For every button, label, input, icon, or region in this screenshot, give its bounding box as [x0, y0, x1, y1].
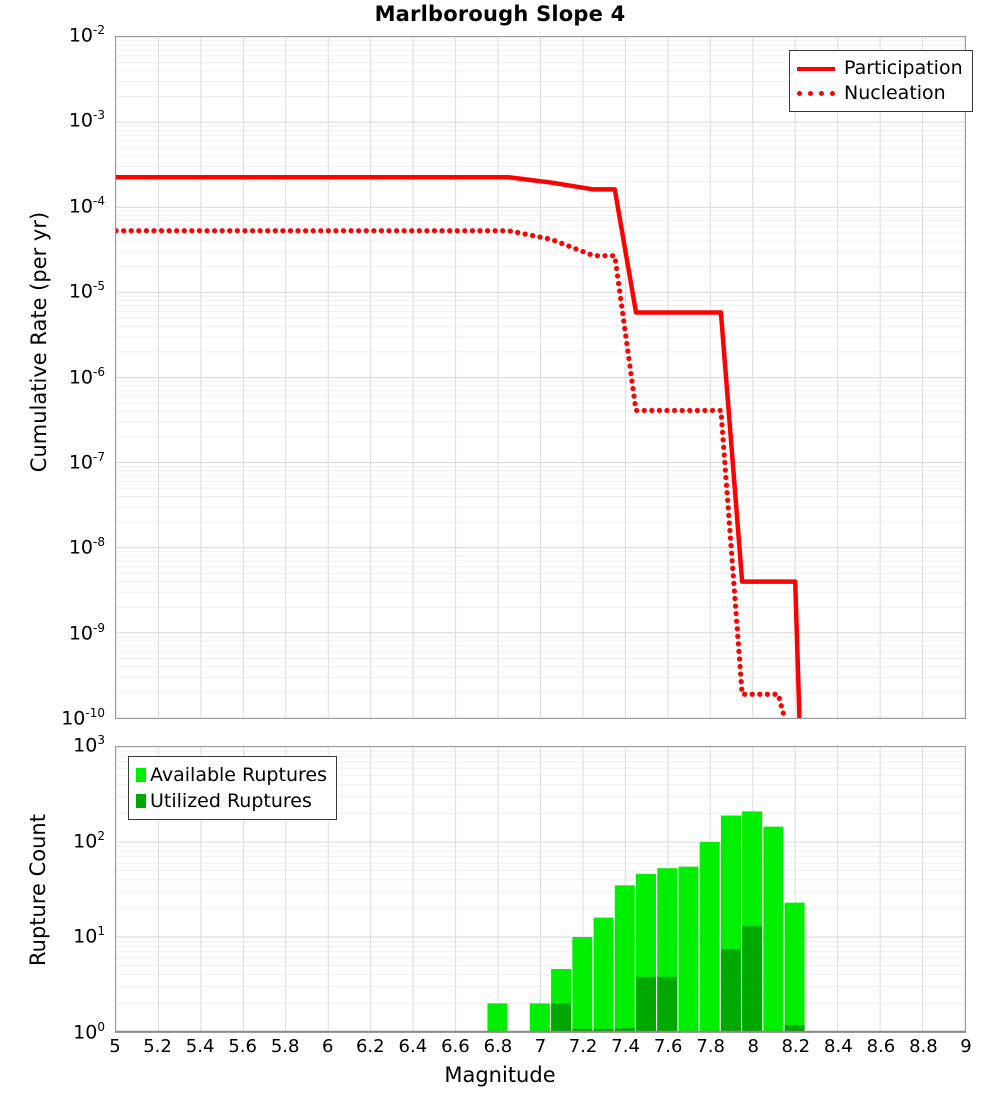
y-tick-label: 10-9 — [0, 622, 105, 643]
bar-available — [530, 1003, 550, 1032]
y-tick-label: 10-2 — [0, 24, 105, 45]
bar-utilized — [742, 926, 762, 1032]
bottom-legend: Available Ruptures Utilized Ruptures — [128, 756, 337, 820]
solid-line-swatch-icon — [797, 67, 835, 71]
bar-available — [615, 885, 635, 1032]
y-tick-label: 10-4 — [0, 195, 105, 216]
y-tick-label: 10-3 — [0, 109, 105, 130]
bar-utilized — [636, 977, 656, 1032]
dotted-line-swatch-icon — [797, 91, 835, 96]
legend-item-available-ruptures[interactable]: Available Ruptures — [136, 762, 327, 788]
y-tick-label: 10-8 — [0, 536, 105, 557]
bar-available — [700, 842, 720, 1032]
available-color-swatch-icon — [136, 768, 146, 782]
bar-utilized — [551, 1003, 571, 1032]
x-axis-title: Magnitude — [0, 1063, 1000, 1087]
cumulative-rate-plot — [116, 37, 965, 718]
utilized-color-swatch-icon — [136, 794, 146, 808]
legend-item-nucleation[interactable]: Nucleation — [797, 81, 963, 106]
series-nucleation-line — [116, 231, 785, 718]
legend-item-utilized-ruptures[interactable]: Utilized Ruptures — [136, 788, 327, 814]
bar-utilized — [657, 977, 677, 1032]
y-tick-label: 103 — [0, 734, 105, 755]
top-plot-panel — [115, 36, 966, 719]
bar-available — [785, 903, 805, 1032]
bar-available — [572, 937, 592, 1032]
bar-available — [678, 867, 698, 1032]
y-tick-label: 10-6 — [0, 366, 105, 387]
top-legend: Participation Nucleation — [789, 50, 973, 112]
bar-utilized — [721, 949, 741, 1032]
legend-label: Nucleation — [844, 84, 946, 103]
bottom-y-axis-title: Rupture Count — [26, 725, 50, 1055]
y-tick-label: 10-5 — [0, 280, 105, 301]
chart-title: Marlborough Slope 4 — [0, 2, 1000, 26]
y-tick-label: 102 — [0, 830, 105, 851]
bar-available — [763, 827, 783, 1032]
y-tick-label: 101 — [0, 925, 105, 946]
legend-label: Participation — [844, 59, 963, 78]
legend-item-participation[interactable]: Participation — [797, 56, 963, 81]
figure-root: Marlborough Slope 4 Cumulative Rate (per… — [0, 0, 1000, 1100]
legend-label: Available Ruptures — [150, 766, 327, 785]
x-tick-label: 9 — [936, 1038, 996, 1056]
bar-available — [487, 1003, 507, 1032]
legend-label: Utilized Ruptures — [150, 792, 312, 811]
y-tick-label: 10-7 — [0, 451, 105, 472]
bar-available — [594, 918, 614, 1032]
y-tick-label: 10-10 — [0, 707, 105, 728]
